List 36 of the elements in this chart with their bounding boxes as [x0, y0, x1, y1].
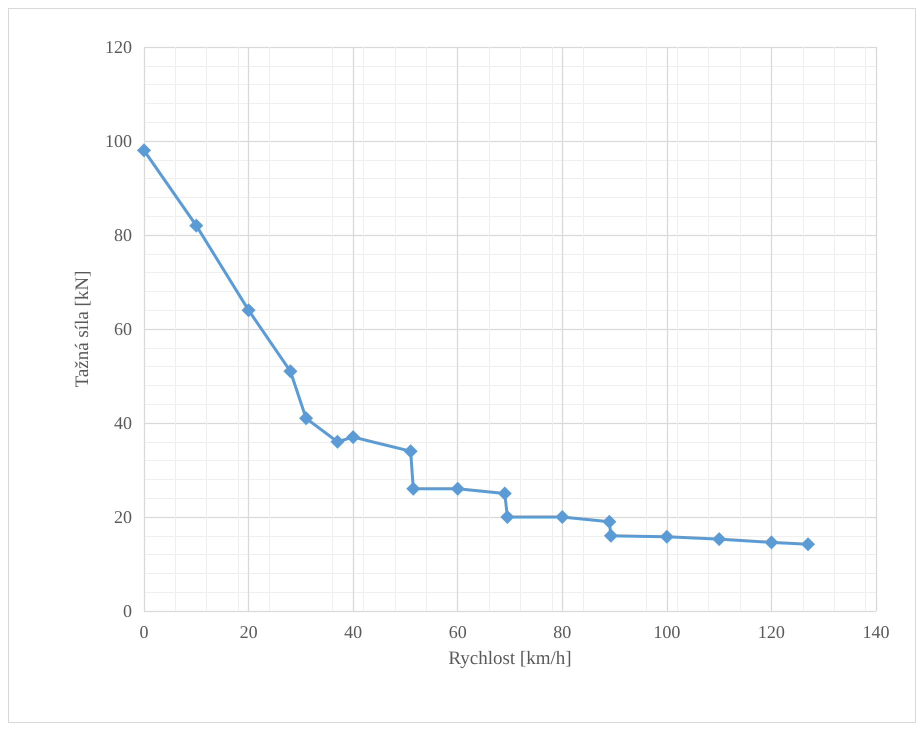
- x-tick-label: 120: [758, 622, 785, 642]
- point: [404, 444, 418, 458]
- point: [137, 143, 151, 158]
- x-tick-label: 60: [448, 622, 467, 642]
- point: [602, 514, 616, 529]
- y-tick-label: 100: [105, 131, 132, 151]
- point: [346, 430, 360, 444]
- x-tick-label: 20: [240, 622, 258, 642]
- point: [712, 532, 726, 546]
- x-tick-label: 0: [140, 622, 148, 642]
- y-tick-label: 60: [114, 319, 132, 339]
- y-tick-label: 80: [114, 225, 132, 245]
- x-tick-label: 80: [553, 622, 572, 642]
- point: [283, 364, 298, 378]
- x-tick-label: 40: [344, 622, 362, 642]
- y-tick-label: 0: [123, 601, 132, 621]
- point: [660, 530, 674, 544]
- point: [498, 486, 512, 500]
- point: [555, 510, 570, 524]
- point: [450, 482, 465, 496]
- point: [801, 537, 816, 552]
- point: [764, 535, 778, 550]
- point: [189, 218, 204, 233]
- point: [330, 434, 344, 449]
- point: [604, 528, 618, 543]
- point: [406, 482, 420, 496]
- y-tick-label: 120: [105, 37, 132, 57]
- y-axis-title: Tažná síla [kN]: [72, 270, 93, 388]
- point: [299, 411, 314, 426]
- point: [242, 303, 256, 318]
- point: [500, 510, 514, 524]
- x-tick-label: 140: [862, 622, 890, 642]
- y-tick-label: 20: [114, 507, 132, 527]
- x-axis-title: Rychlost [km/h]: [448, 648, 572, 669]
- x-tick-label: 100: [653, 622, 680, 642]
- y-tick-label: 40: [114, 413, 132, 433]
